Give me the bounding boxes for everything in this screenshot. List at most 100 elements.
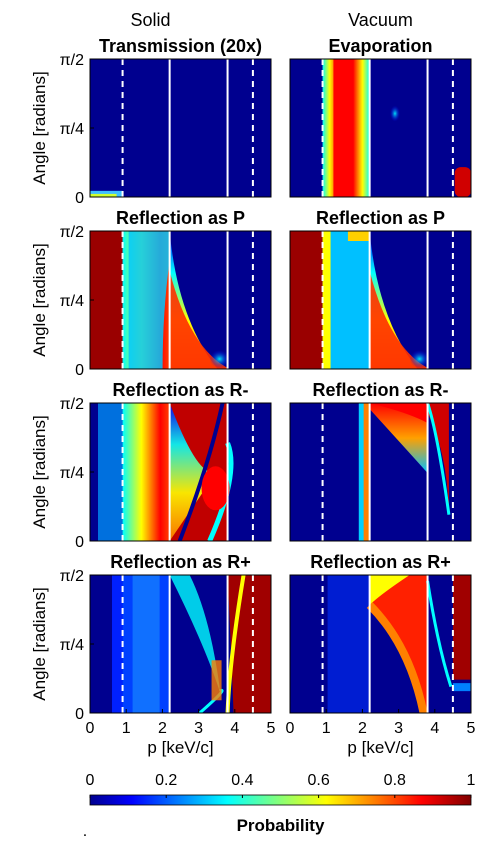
heatmap-region xyxy=(369,403,428,473)
panel-frame xyxy=(289,230,472,370)
panel-heatmap xyxy=(290,231,471,369)
heatmap-region xyxy=(169,403,218,541)
heatmap-region xyxy=(122,403,170,541)
heatmap-region xyxy=(177,403,225,541)
panel-heatmap xyxy=(90,231,271,369)
panel-5 xyxy=(89,402,272,542)
heatmap-region xyxy=(452,575,471,680)
labels-layer: Solid Vacuum Transmission (20x) 0 π/4 π/2 Angl… xyxy=(30,10,476,840)
panel-heatmap xyxy=(290,59,471,197)
panel-heatmap xyxy=(90,59,271,197)
panel-6 xyxy=(289,402,472,542)
heatmap-region xyxy=(363,403,370,541)
heatmap-background xyxy=(90,59,271,197)
heatmap-region xyxy=(347,231,370,241)
colorbar-tick-label: 0 xyxy=(86,772,95,789)
y-axis-label: Angle [radians] xyxy=(30,243,49,356)
y-tick-label: π/4 xyxy=(60,293,84,310)
heatmap-region xyxy=(112,575,123,713)
footnote: . xyxy=(83,823,87,840)
heatmap-region xyxy=(369,575,428,713)
heatmap-region xyxy=(366,602,428,713)
colorbar-tick-label: 0.6 xyxy=(307,772,329,789)
colorbar-label: Probability xyxy=(237,816,325,835)
heatmap-region xyxy=(452,683,471,692)
panel-title: Reflection as P xyxy=(116,208,245,228)
heatmap-region xyxy=(427,403,449,515)
panel-heatmap xyxy=(290,403,471,541)
heatmap-region xyxy=(90,231,123,369)
panel-title: Reflection as R- xyxy=(312,380,448,400)
heatmap-region xyxy=(426,580,453,688)
x-tick-label: 4 xyxy=(430,720,439,737)
x-tick-label: 5 xyxy=(267,720,276,737)
y-tick-label: π/4 xyxy=(60,465,84,482)
heatmap-region xyxy=(369,575,410,605)
heatmap-region xyxy=(322,231,331,369)
panel-heatmap xyxy=(90,403,271,541)
heatmap-region xyxy=(128,231,170,369)
y-tick-label: π/2 xyxy=(60,568,84,585)
heatmap-region xyxy=(201,466,230,511)
colorbar-tick-label: 0.8 xyxy=(384,772,406,789)
panel-2 xyxy=(289,58,472,198)
x-tick-label: 1 xyxy=(122,720,131,737)
panel-4 xyxy=(289,230,472,370)
y-tick-label: 0 xyxy=(75,362,84,379)
y-axis-label: Angle [radians] xyxy=(30,71,49,184)
x-tick-label: 0 xyxy=(86,720,95,737)
panel-heatmap xyxy=(290,575,471,713)
y-tick-label: π/2 xyxy=(60,396,84,413)
heatmap-region xyxy=(169,575,220,692)
colorbar-tick-label: 0.2 xyxy=(155,772,177,789)
panel-3 xyxy=(89,230,272,370)
heatmap-region xyxy=(389,105,400,122)
x-axis-label: p [keV/c] xyxy=(147,738,213,757)
heatmap-region xyxy=(327,575,370,713)
panel-title: Reflection as R+ xyxy=(310,552,451,572)
column-title-vacuum: Vacuum xyxy=(348,10,413,30)
x-tick-label: 3 xyxy=(194,720,203,737)
panel-7 xyxy=(89,574,272,714)
panel-frame xyxy=(289,402,472,542)
panel-heatmap xyxy=(90,575,271,713)
panels-layer xyxy=(89,58,472,806)
x-tick-label: 1 xyxy=(322,720,331,737)
panel-title: Reflection as P xyxy=(316,208,445,228)
heatmap-region xyxy=(290,231,323,369)
heatmap-region xyxy=(369,605,424,713)
x-axis-label: p [keV/c] xyxy=(347,738,413,757)
x-tick-label: 5 xyxy=(467,720,476,737)
y-tick-label: 0 xyxy=(75,534,84,551)
heatmap-region xyxy=(209,350,230,368)
heatmap-region xyxy=(426,403,451,515)
y-axis-label: Angle [radians] xyxy=(30,415,49,528)
panel-title: Reflection as R+ xyxy=(110,552,251,572)
panel-frame xyxy=(289,58,472,198)
heatmap-region xyxy=(369,271,430,369)
heatmap-region xyxy=(211,660,222,701)
column-title-solid: Solid xyxy=(130,10,170,30)
y-tick-label: π/2 xyxy=(60,224,84,241)
x-tick-label: 3 xyxy=(394,720,403,737)
heatmap-region xyxy=(90,193,117,197)
heatmap-region xyxy=(409,350,430,368)
x-tick-label: 2 xyxy=(358,720,367,737)
panel-title: Reflection as R- xyxy=(112,380,248,400)
colorbar-tick-label: 1 xyxy=(467,772,476,789)
heatmap-region xyxy=(369,403,428,423)
y-tick-label: π/4 xyxy=(60,637,84,654)
heatmap-region xyxy=(169,271,230,369)
panel-8 xyxy=(289,574,472,714)
heatmap-region xyxy=(454,167,471,197)
panel-frame xyxy=(289,574,472,714)
panel-title: Transmission (20x) xyxy=(99,36,262,56)
x-tick-label: 2 xyxy=(158,720,167,737)
heatmap-background xyxy=(290,59,471,197)
y-tick-label: π/2 xyxy=(60,52,84,69)
colorbar-tick-label: 0.4 xyxy=(231,772,253,789)
heatmap-region xyxy=(132,575,160,713)
heatmap-region xyxy=(98,403,123,541)
